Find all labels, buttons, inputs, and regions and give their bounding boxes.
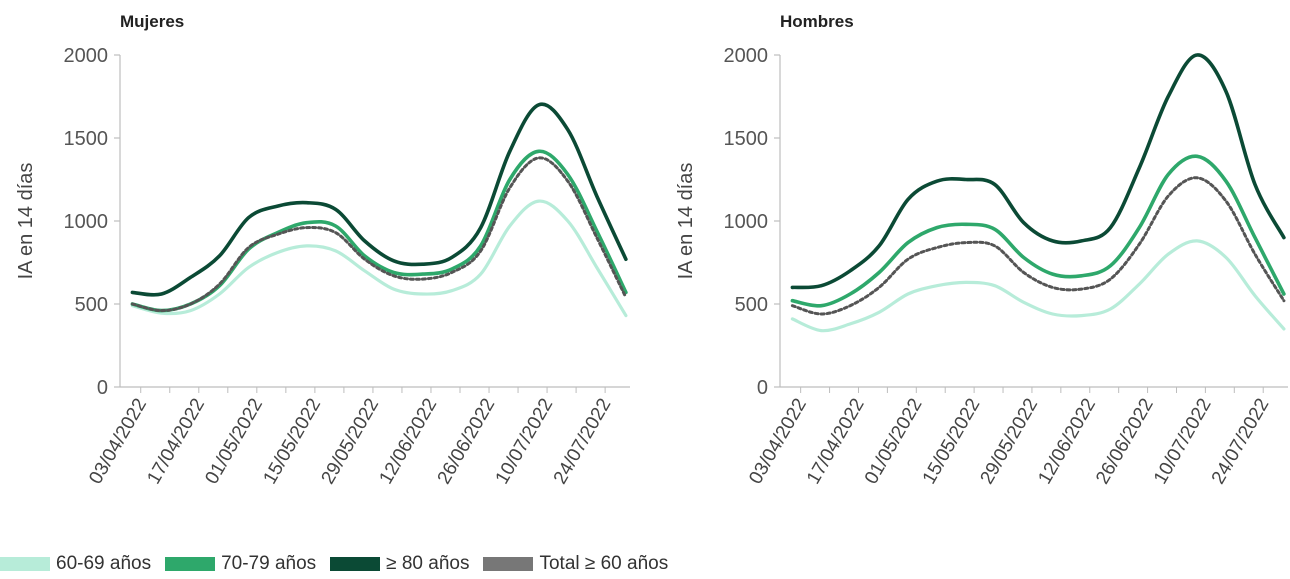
legend-swatch-60-69 xyxy=(0,557,50,571)
x-tick-label: 24/07/2022 xyxy=(550,395,616,488)
y-tick-label: 500 xyxy=(75,294,108,316)
x-tick-label: 29/05/2022 xyxy=(977,395,1043,488)
legend: 60-69 años 70-79 años ≥ 80 años Total ≥ … xyxy=(0,553,682,575)
series-line-70-79 xyxy=(790,154,1286,308)
x-tick-label: 10/07/2022 xyxy=(1150,395,1216,488)
x-tick-label: 01/05/2022 xyxy=(861,395,927,488)
x-tick-label: 17/04/2022 xyxy=(803,395,869,488)
x-tick-label: 17/04/2022 xyxy=(143,395,209,488)
x-tick-label: 26/06/2022 xyxy=(434,395,500,488)
legend-label-80-plus: ≥ 80 años xyxy=(386,553,470,574)
x-tick-label: 12/06/2022 xyxy=(1034,395,1100,488)
legend-label-60-69: 60-69 años xyxy=(56,553,152,574)
x-tick-label: 29/05/2022 xyxy=(318,395,384,488)
series-line-60-69 xyxy=(130,199,628,318)
x-tick-label: 15/05/2022 xyxy=(919,395,985,488)
legend-item-total: Total ≥ 60 años xyxy=(483,553,668,575)
x-tick-label: 15/05/2022 xyxy=(259,395,325,488)
legend-swatch-total xyxy=(483,557,534,571)
x-tick-label: 12/06/2022 xyxy=(376,395,442,488)
x-tick-label: 01/05/2022 xyxy=(201,395,267,488)
y-tick-label: 1500 xyxy=(64,128,109,150)
x-tick-label: 03/04/2022 xyxy=(85,395,151,488)
y-tick-label: 1000 xyxy=(64,211,109,233)
y-tick-label: 0 xyxy=(757,377,768,399)
series-line-total xyxy=(790,176,1286,316)
y-tick-label: 1500 xyxy=(724,128,769,150)
y-axis-label: IA en 14 días xyxy=(15,163,37,280)
x-tick-label: 24/07/2022 xyxy=(1208,395,1274,488)
y-axis-label: IA en 14 días xyxy=(675,163,697,280)
legend-item-60-69: 60-69 años xyxy=(0,553,151,575)
charts-svg: Mujeres IA en 14 días 0 500 1000 1500 2000 03/0… xyxy=(15,12,1288,488)
legend-label-70-79: 70-79 años xyxy=(221,553,317,574)
y-tick-label: 1000 xyxy=(724,211,769,233)
x-tick-label: 10/07/2022 xyxy=(492,395,558,488)
chart-panel-hombres: Hombres IA en 14 días 0 500 1000 1500 2000 03/0… xyxy=(675,12,1288,488)
legend-swatch-80-plus xyxy=(330,557,381,571)
legend-swatch-70-79 xyxy=(165,557,216,571)
y-tick-label: 2000 xyxy=(64,45,109,67)
legend-item-80-plus: ≥ 80 años xyxy=(330,553,469,575)
series-line-80-plus xyxy=(130,102,628,297)
series-line-60-69 xyxy=(790,239,1286,333)
x-tick-label: 26/06/2022 xyxy=(1092,395,1158,488)
legend-label-total: Total ≥ 60 años xyxy=(539,553,669,574)
chart-title: Mujeres xyxy=(120,12,184,31)
series-line-total xyxy=(130,156,628,313)
y-tick-label: 0 xyxy=(97,377,108,399)
legend-item-70-79: 70-79 años xyxy=(165,553,316,575)
chart-title: Hombres xyxy=(780,12,854,31)
series-line-70-79 xyxy=(130,149,628,313)
y-tick-label: 500 xyxy=(735,294,768,316)
series-line-80-plus xyxy=(790,53,1286,290)
y-tick-label: 2000 xyxy=(724,45,769,67)
chart-panel-mujeres: Mujeres IA en 14 días 0 500 1000 1500 2000 03/0… xyxy=(15,12,630,488)
x-tick-label: 03/04/2022 xyxy=(745,395,811,488)
